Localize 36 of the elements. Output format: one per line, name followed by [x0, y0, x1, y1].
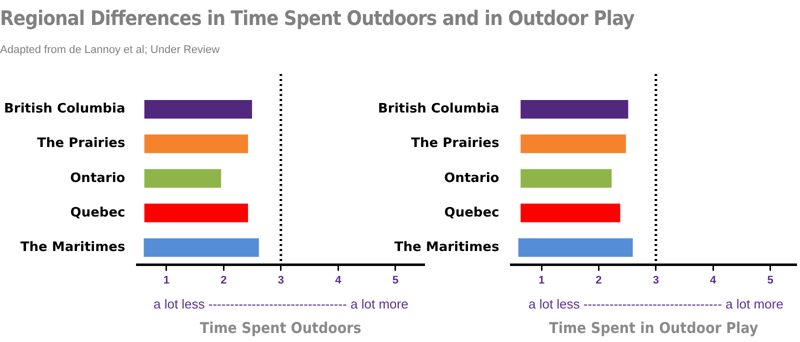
- bar: [144, 100, 252, 119]
- text: a lot less -------------------------------- a lot more: [153, 296, 408, 312]
- chart-title: Regional Differences in Time Spent Outdoors and in Outdoor Play: [0, 6, 634, 30]
- chart-subtitle: Adapted from de Lannoy et al; Under Review: [0, 44, 220, 56]
- bar: [518, 238, 633, 257]
- x-tick-label: 5: [767, 274, 774, 286]
- bar: [144, 204, 248, 222]
- x-tick-label: 3: [278, 274, 284, 286]
- bar: [144, 238, 259, 257]
- x-tick-label: 1: [538, 274, 545, 286]
- x-tick-label: 1: [163, 274, 170, 286]
- text: a lot less -------------------------------- a lot more: [528, 296, 784, 312]
- x-tick-label: 2: [596, 274, 602, 286]
- x-tick-label: 3: [652, 274, 659, 286]
- y-tick-label: British Columbia: [378, 102, 500, 117]
- y-tick-label: Quebec: [70, 205, 126, 220]
- bar: [520, 204, 620, 222]
- bar: [144, 169, 222, 188]
- x-axis-title: Time Spent Outdoors: [200, 318, 362, 337]
- x-axis-title: Time Spent in Outdoor Play: [549, 318, 758, 337]
- bar: [520, 100, 628, 119]
- x-tick-label: 4: [335, 274, 342, 286]
- bar: [520, 169, 612, 188]
- x-tick-label: 2: [220, 274, 227, 286]
- y-tick-label: British Columbia: [4, 102, 126, 117]
- bar: [144, 134, 248, 154]
- y-tick-label: Ontario: [444, 170, 500, 186]
- y-tick-label: The Prairies: [411, 136, 500, 152]
- y-tick-label: Ontario: [70, 170, 126, 186]
- y-tick-label: Quebec: [444, 205, 500, 220]
- x-tick-label: 5: [392, 274, 398, 286]
- x-tick-label: 4: [710, 274, 718, 286]
- bar: [520, 134, 626, 154]
- y-tick-label: The Maritimes: [394, 240, 500, 255]
- y-tick-label: The Maritimes: [20, 240, 126, 255]
- y-tick-label: The Prairies: [37, 136, 126, 152]
